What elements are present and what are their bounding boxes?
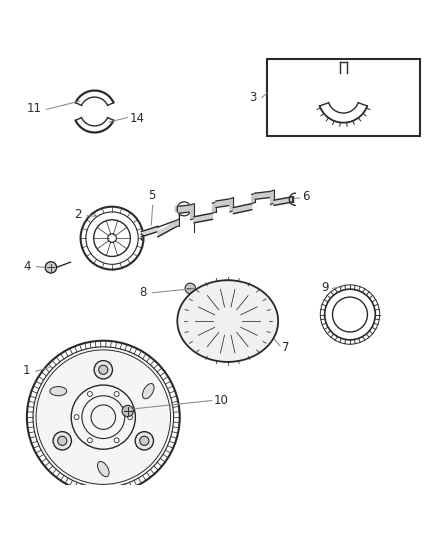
Polygon shape bbox=[233, 204, 252, 214]
Circle shape bbox=[140, 436, 149, 446]
Polygon shape bbox=[175, 206, 179, 227]
Polygon shape bbox=[230, 198, 233, 212]
Circle shape bbox=[99, 365, 108, 374]
Polygon shape bbox=[158, 221, 175, 237]
Text: 2: 2 bbox=[74, 208, 81, 222]
Circle shape bbox=[58, 436, 67, 446]
Circle shape bbox=[325, 289, 375, 340]
Polygon shape bbox=[216, 199, 230, 207]
Circle shape bbox=[245, 303, 255, 313]
Circle shape bbox=[114, 438, 119, 443]
Circle shape bbox=[94, 361, 113, 379]
Ellipse shape bbox=[50, 386, 67, 395]
Circle shape bbox=[88, 392, 92, 397]
Bar bbox=[267, 59, 420, 135]
Polygon shape bbox=[271, 190, 274, 205]
Circle shape bbox=[88, 438, 92, 443]
Circle shape bbox=[127, 415, 132, 419]
Polygon shape bbox=[212, 202, 216, 213]
Circle shape bbox=[185, 283, 195, 294]
Circle shape bbox=[201, 303, 210, 313]
Polygon shape bbox=[141, 227, 158, 237]
Text: 11: 11 bbox=[26, 102, 41, 115]
Ellipse shape bbox=[142, 384, 154, 399]
Ellipse shape bbox=[98, 462, 109, 477]
Polygon shape bbox=[252, 193, 255, 204]
Text: 1: 1 bbox=[23, 364, 30, 377]
Polygon shape bbox=[255, 191, 271, 199]
Circle shape bbox=[53, 432, 71, 450]
Circle shape bbox=[74, 415, 79, 419]
Text: 10: 10 bbox=[214, 394, 229, 407]
Polygon shape bbox=[179, 205, 191, 213]
Circle shape bbox=[135, 432, 153, 450]
Circle shape bbox=[33, 347, 173, 487]
Text: 14: 14 bbox=[130, 111, 145, 125]
Polygon shape bbox=[191, 204, 194, 220]
Polygon shape bbox=[274, 197, 293, 205]
Ellipse shape bbox=[177, 280, 278, 362]
Text: 3: 3 bbox=[249, 91, 256, 104]
Text: 8: 8 bbox=[140, 286, 147, 299]
Polygon shape bbox=[194, 213, 212, 223]
Text: 7: 7 bbox=[283, 341, 290, 354]
Circle shape bbox=[223, 342, 233, 352]
Text: 4: 4 bbox=[23, 260, 30, 273]
Text: 9: 9 bbox=[321, 281, 329, 294]
Text: 5: 5 bbox=[148, 189, 155, 202]
Circle shape bbox=[114, 392, 119, 397]
Circle shape bbox=[45, 262, 57, 273]
Circle shape bbox=[122, 405, 134, 417]
Text: 6: 6 bbox=[302, 190, 310, 203]
